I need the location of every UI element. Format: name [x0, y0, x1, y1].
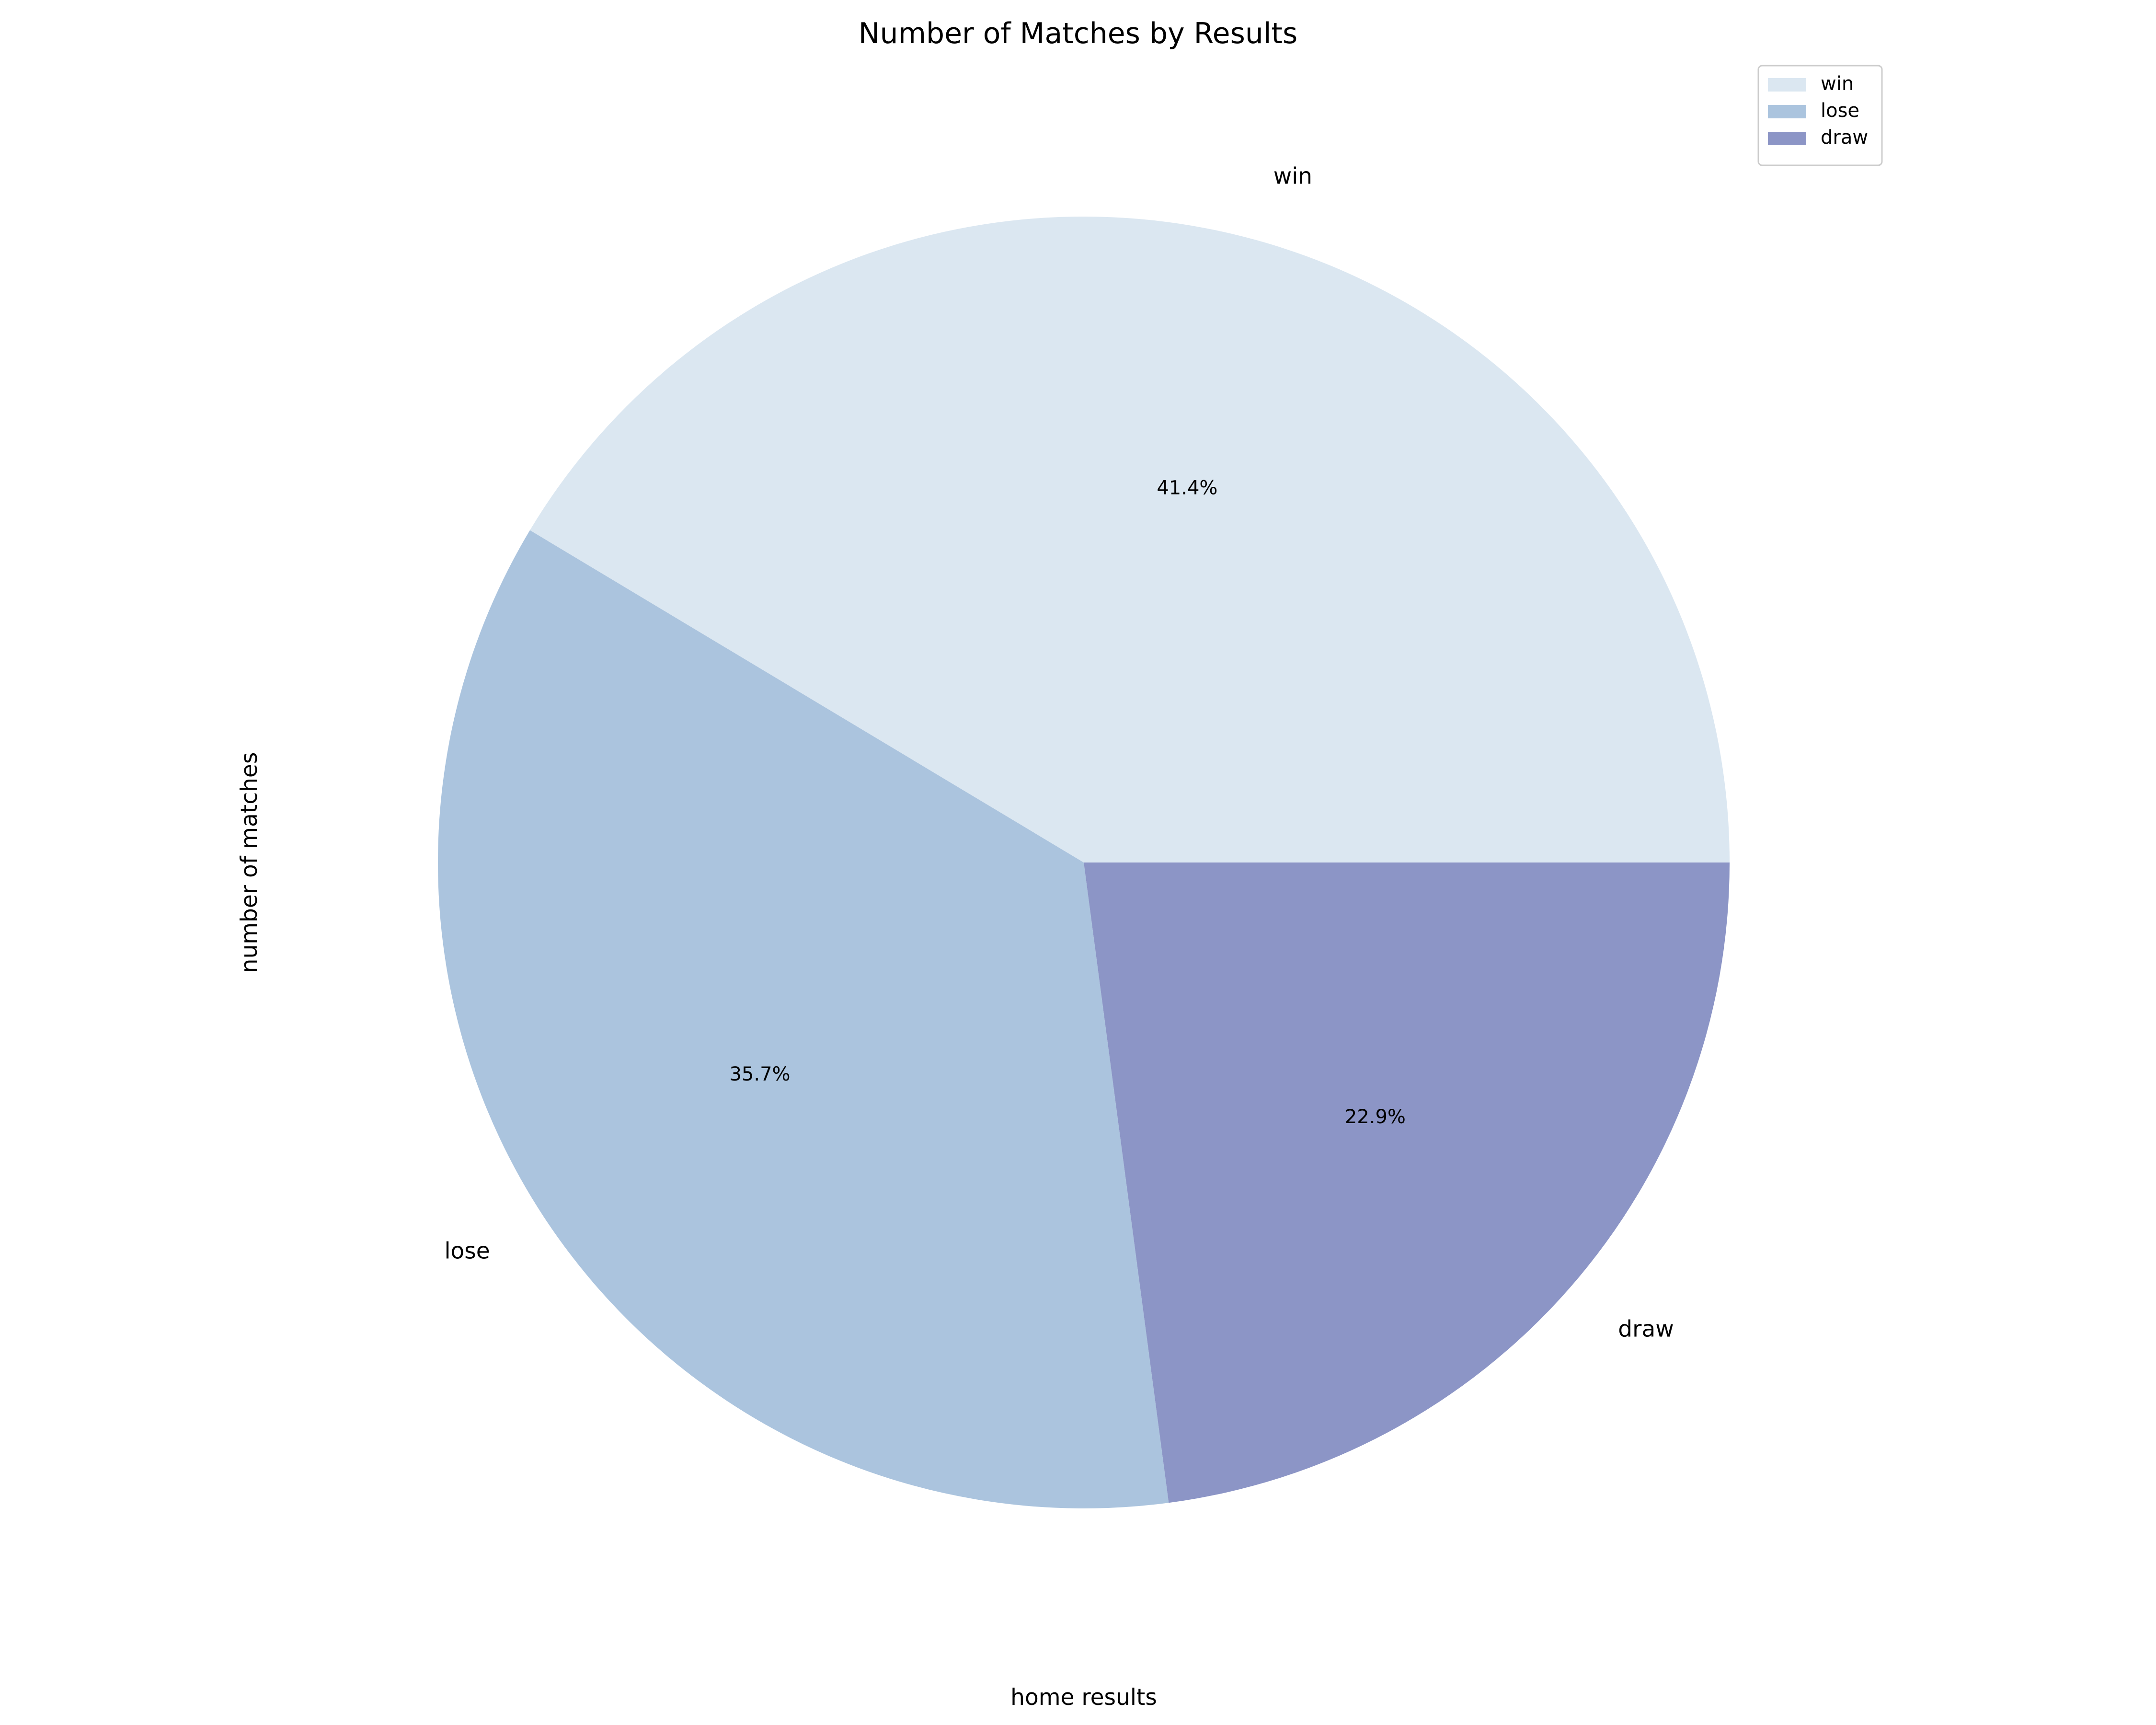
legend-swatch-win — [1768, 78, 1806, 92]
y-axis-label: number of matches — [236, 752, 263, 973]
x-axis-label: home results — [1010, 1684, 1157, 1711]
slice-label-lose: lose — [444, 1238, 490, 1265]
percent-labels: 41.4% 35.7% 22.9% — [729, 477, 1405, 1128]
percent-label-win: 41.4% — [1157, 477, 1217, 499]
pie-slice-lose — [438, 530, 1169, 1508]
pie-slice-draw — [1084, 862, 1730, 1503]
legend-label-win: win — [1821, 73, 1854, 95]
percent-label-lose: 35.7% — [729, 1063, 790, 1085]
legend-swatch-lose — [1768, 105, 1806, 118]
legend-swatch-draw — [1768, 132, 1806, 145]
slice-label-draw: draw — [1618, 1316, 1674, 1343]
legend-label-lose: lose — [1821, 100, 1859, 122]
category-labels: win lose draw — [444, 163, 1674, 1343]
slice-label-win: win — [1273, 163, 1312, 190]
pie-slice-win — [530, 216, 1730, 862]
chart-title: Number of Matches by Results — [859, 17, 1298, 50]
percent-label-draw: 22.9% — [1345, 1106, 1406, 1128]
legend-label-draw: draw — [1821, 126, 1868, 149]
pie-slices — [438, 216, 1730, 1508]
legend-items: win lose draw — [1768, 73, 1868, 149]
legend: win lose draw — [1757, 65, 1883, 166]
